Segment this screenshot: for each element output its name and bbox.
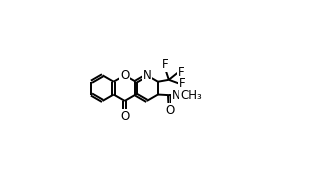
Text: N: N [143,69,151,82]
Text: F: F [179,77,185,90]
Text: O: O [120,110,129,123]
Text: O: O [120,69,129,82]
Text: CH₃: CH₃ [180,89,202,102]
Text: NH: NH [172,89,189,102]
Text: F: F [162,58,168,71]
Text: F: F [178,66,184,79]
Text: O: O [165,104,174,117]
